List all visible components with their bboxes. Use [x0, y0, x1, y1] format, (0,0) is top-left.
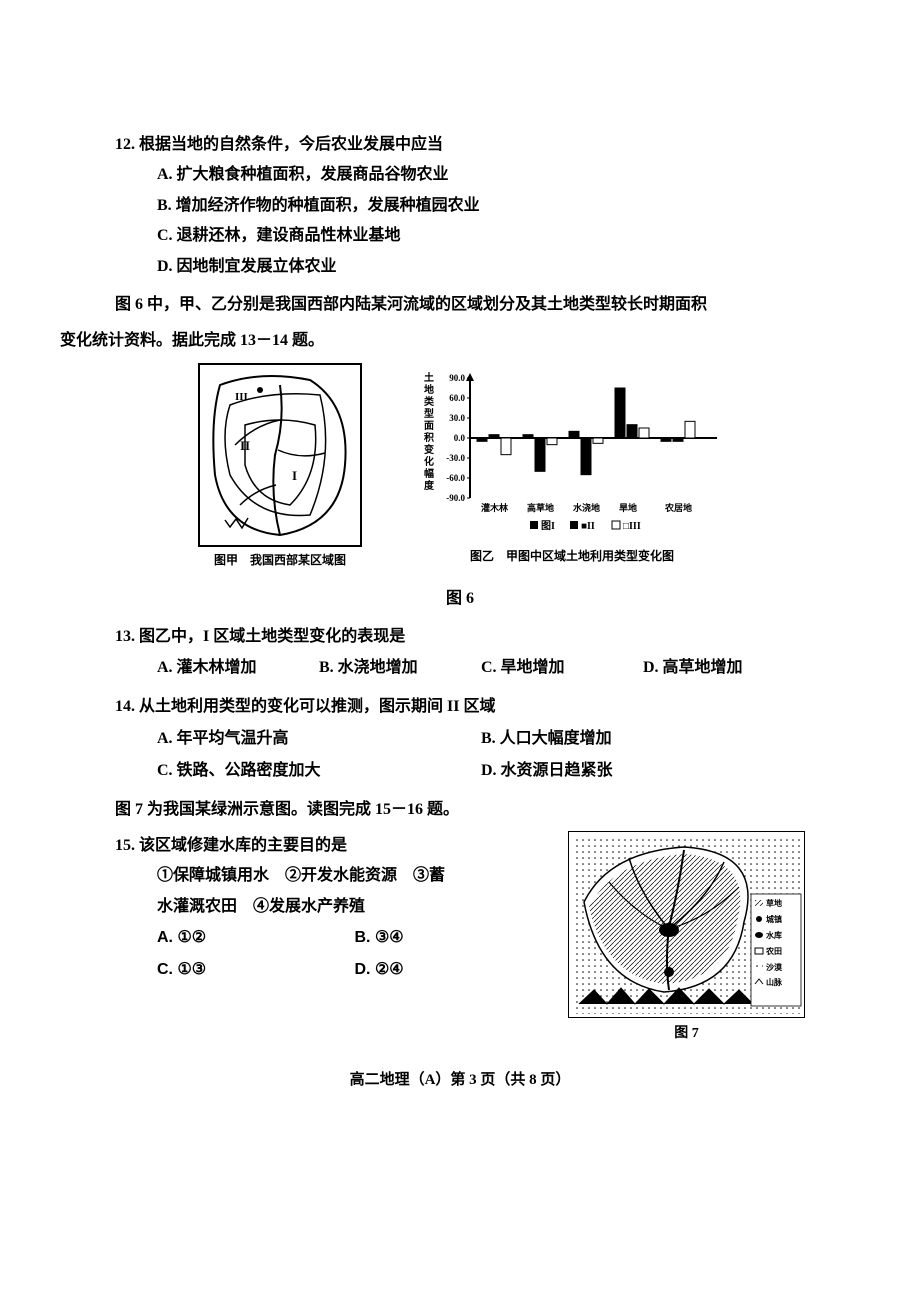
q12-option-d: D. 因地制宜发展立体农业: [115, 252, 805, 282]
q13-option-b: B. 水浇地增加: [319, 652, 481, 684]
svg-text:山脉: 山脉: [766, 977, 783, 987]
svg-text:变: 变: [424, 443, 434, 456]
question-12: 12. 根据当地的自然条件，今后农业发展中应当 A. 扩大粮食种植面积，发展商品…: [115, 130, 805, 282]
q14-option-a: A. 年平均气温升高: [157, 723, 481, 755]
question-13: 13. 图乙中，I 区域土地类型变化的表现是 A. 灌木林增加 B. 水浇地增加…: [115, 622, 805, 684]
q12-option-a: A. 扩大粮食种植面积，发展商品谷物农业: [115, 160, 805, 190]
svg-text:III: III: [235, 391, 248, 403]
intro-fig6: 图 6 中，甲、乙分别是我国西部内陆某河流域的区域划分及其土地类型较长时期面积: [115, 290, 805, 320]
q15-option-c: C. ①③: [157, 954, 355, 986]
svg-text:类: 类: [424, 395, 434, 408]
svg-text:I: I: [292, 468, 297, 483]
figure-6-row: III II I 图甲 我国西部某区域图 土 地 类 型 面 积: [115, 363, 805, 568]
q13-option-a: A. 灌木林增加: [157, 652, 319, 684]
q15-option-a: A. ①②: [157, 922, 355, 954]
svg-text:0.0: 0.0: [454, 433, 466, 443]
q12-option-b: B. 增加经济作物的种植面积，发展种植园农业: [115, 191, 805, 221]
q12-stem: 12. 根据当地的自然条件，今后农业发展中应当: [115, 130, 805, 160]
question-15: 15. 该区域修建水库的主要目的是 ①保障城镇用水 ②开发水能资源 ③蓄 水灌溉…: [115, 831, 552, 986]
svg-text:水浇地: 水浇地: [573, 502, 600, 513]
fig6-cap-a: 图甲 我国西部某区域图: [198, 551, 362, 568]
svg-text:积: 积: [424, 431, 434, 444]
svg-text:农田: 农田: [765, 946, 782, 956]
svg-text:草地: 草地: [766, 898, 782, 908]
svg-text:灌木林: 灌木林: [481, 502, 509, 513]
intro6-line1: 图 6 中，甲、乙分别是我国西部内陆某河流域的区域划分及其土地类型较长时期面积: [115, 296, 707, 313]
svg-text:地: 地: [424, 383, 434, 396]
q14-options-row2: C. 铁路、公路密度加大 D. 水资源日趋紧张: [115, 755, 805, 787]
q15-items-2: 水灌溉农田 ④发展水产养殖: [115, 892, 552, 922]
figure-6-barchart: 土 地 类 型 面 积 变 化 幅 度 90.0 60.0 30.0 0.0 -30.0…: [422, 363, 722, 543]
q15-options-row1: A. ①② B. ③④: [115, 922, 552, 954]
q13-stem: 13. 图乙中，I 区域土地类型变化的表现是: [115, 622, 805, 652]
figure-6-map: III II I: [198, 363, 362, 547]
svg-text:90.0: 90.0: [449, 373, 465, 383]
figure-7: 草地 城镇 水库 农田 沙漠 山脉: [568, 831, 805, 1018]
figure-6-map-wrap: III II I 图甲 我国西部某区域图: [198, 363, 362, 568]
svg-text:化: 化: [424, 455, 434, 468]
question-14: 14. 从土地利用类型的变化可以推测，图示期间 II 区域 A. 年平均气温升高…: [115, 692, 805, 786]
svg-text:-60.0: -60.0: [446, 473, 465, 483]
svg-text:60.0: 60.0: [449, 393, 465, 403]
q15-with-figure: 15. 该区域修建水库的主要目的是 ①保障城镇用水 ②开发水能资源 ③蓄 水灌溉…: [115, 831, 805, 1042]
svg-text:■II: ■II: [581, 521, 595, 532]
q14-options-row1: A. 年平均气温升高 B. 人口大幅度增加: [115, 723, 805, 755]
svg-text:II: II: [240, 438, 250, 453]
svg-text:沙漠: 沙漠: [766, 962, 783, 972]
figure-7-caption: 图 7: [568, 1022, 805, 1042]
svg-text:度: 度: [424, 479, 435, 492]
svg-text:高草地: 高草地: [527, 502, 554, 513]
q15-option-d: D. ②④: [355, 954, 553, 986]
svg-text:30.0: 30.0: [449, 413, 465, 423]
q14-option-c: C. 铁路、公路密度加大: [157, 755, 481, 787]
q15-stem: 15. 该区域修建水库的主要目的是: [115, 831, 552, 861]
svg-text:□III: □III: [623, 521, 641, 532]
svg-text:面: 面: [424, 420, 434, 432]
svg-text:图I: 图I: [541, 520, 555, 532]
q15-option-b: B. ③④: [355, 922, 553, 954]
q14-stem: 14. 从土地利用类型的变化可以推测，图示期间 II 区域: [115, 692, 805, 722]
svg-text:水库: 水库: [765, 930, 782, 940]
figure-6-barchart-wrap: 土 地 类 型 面 积 变 化 幅 度 90.0 60.0 30.0 0.0 -30.0…: [422, 363, 722, 568]
figure-6-caption: 图 6: [115, 584, 805, 608]
intro-fig7: 图 7 为我国某绿洲示意图。读图完成 15－16 题。: [115, 795, 805, 825]
fig6-cap-b: 图乙 甲图中区域土地利用类型变化图: [422, 547, 722, 564]
q12-option-c: C. 退耕还林，建设商品性林业基地: [115, 221, 805, 251]
q14-option-b: B. 人口大幅度增加: [481, 723, 805, 755]
svg-text:城镇: 城镇: [766, 914, 782, 924]
page-footer: 高二地理（A）第 3 页（共 8 页）: [115, 1068, 805, 1089]
svg-text:-90.0: -90.0: [446, 493, 465, 503]
svg-text:土: 土: [424, 371, 434, 384]
figure-7-wrap: 草地 城镇 水库 农田 沙漠 山脉 图 7: [568, 831, 805, 1042]
svg-text:农居地: 农居地: [664, 502, 692, 513]
q15-options-row2: C. ①③ D. ②④: [115, 954, 552, 986]
q14-option-d: D. 水资源日趋紧张: [481, 755, 805, 787]
svg-text:型: 型: [424, 407, 434, 420]
q13-option-c: C. 旱地增加: [481, 652, 643, 684]
q13-option-d: D. 高草地增加: [643, 652, 805, 684]
q15-items-1: ①保障城镇用水 ②开发水能资源 ③蓄: [115, 861, 552, 891]
svg-text:旱地: 旱地: [619, 502, 637, 513]
q13-options: A. 灌木林增加 B. 水浇地增加 C. 旱地增加 D. 高草地增加: [115, 652, 805, 684]
stray-dot: ·: [148, 296, 153, 312]
svg-text:幅: 幅: [424, 467, 434, 480]
svg-text:-30.0: -30.0: [446, 453, 465, 463]
intro6-line2: 变化统计资料。据此完成 13－14 题。: [60, 326, 805, 356]
